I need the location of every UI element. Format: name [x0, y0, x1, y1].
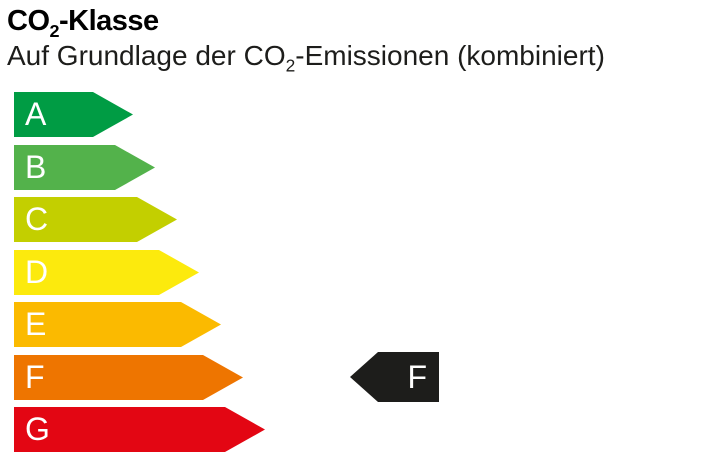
header: CO2-Klasse Auf Grundlage der CO2-Emissio… — [7, 0, 605, 74]
arrow-shape-icon — [14, 249, 199, 295]
title-text-suffix: -Klasse — [59, 5, 159, 37]
class-arrow-a: A — [14, 92, 265, 137]
page-subtitle: Auf Grundlage der CO2-Emissionen (kombin… — [7, 40, 605, 74]
arrow-shape-icon — [14, 144, 155, 190]
class-letter-f: F — [25, 358, 45, 395]
title-text: CO — [7, 5, 50, 37]
class-letter-a: A — [25, 96, 47, 132]
selected-class-indicator: F — [350, 352, 439, 402]
class-arrow-g: G — [14, 407, 265, 452]
subtitle-text: Auf Grundlage der CO — [7, 40, 286, 71]
class-arrow-e: E — [14, 302, 265, 347]
arrow-shape-icon — [14, 407, 265, 452]
class-arrow-c: C — [14, 197, 265, 242]
class-arrow-b: B — [14, 144, 265, 190]
subtitle-text-suffix: -Emissionen (kombiniert) — [295, 40, 605, 71]
class-arrow-f: F — [14, 354, 265, 400]
indicator-arrow-icon — [350, 352, 439, 402]
subtitle-subscript: 2 — [285, 55, 296, 76]
class-letter-c: C — [25, 201, 49, 237]
arrow-shape-icon — [14, 354, 243, 400]
arrow-shape-icon — [14, 92, 133, 137]
class-letter-b: B — [25, 148, 47, 185]
title-subscript: 2 — [49, 20, 60, 41]
arrow-shape-icon — [14, 302, 221, 347]
class-letter-e: E — [25, 306, 47, 342]
class-arrow-d: D — [14, 249, 265, 295]
indicator-letter: F — [407, 358, 427, 395]
page-title: CO2-Klasse — [7, 4, 605, 41]
class-letter-g: G — [25, 411, 50, 447]
class-letter-d: D — [25, 253, 49, 290]
arrow-shape-icon — [14, 197, 177, 242]
